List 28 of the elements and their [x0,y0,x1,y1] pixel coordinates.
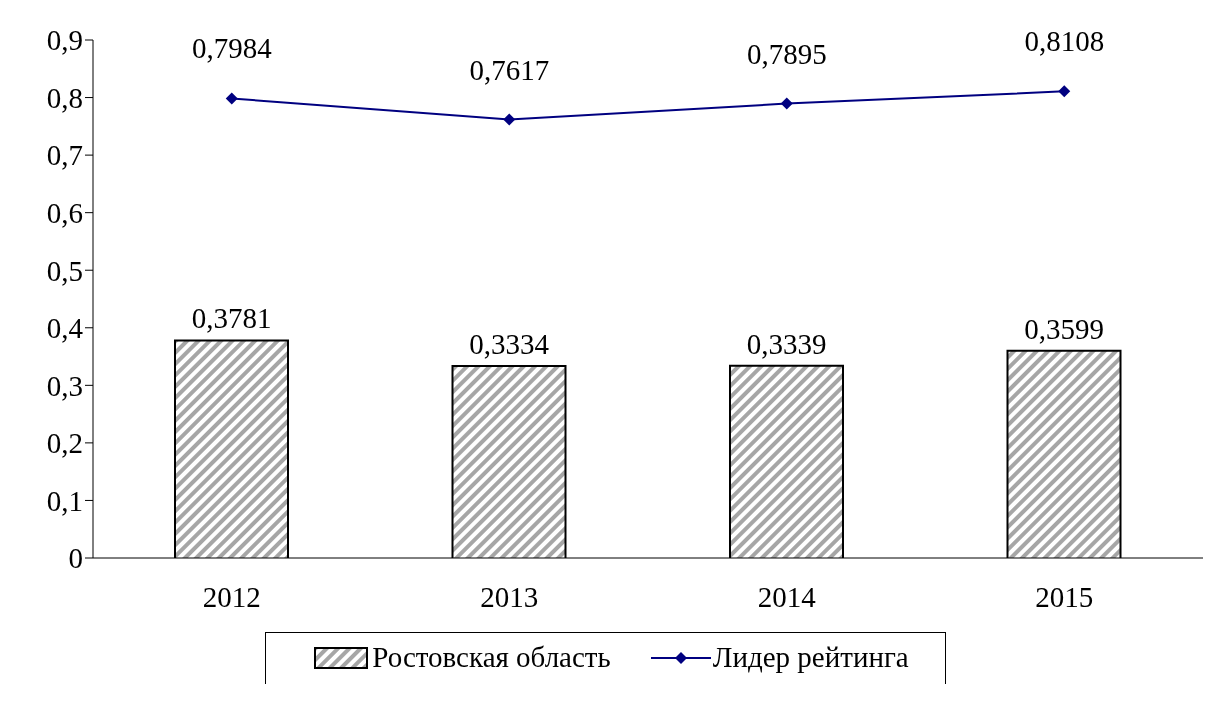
y-tick-label: 0,9 [46,24,83,57]
y-tick-label: 0 [68,542,83,575]
y-tick-label: 0,3 [46,369,83,402]
y-tick-label: 0,5 [46,254,83,287]
data-label: 0,7617 [469,53,550,86]
point [503,113,516,126]
y-tick-label: 0,8 [46,81,83,114]
x-tick-label: 2014 [757,580,817,613]
y-tick-label: 0,4 [46,312,84,345]
point [1058,85,1071,98]
point [780,97,793,110]
point [225,92,238,105]
data-label: 0,3599 [1024,312,1104,345]
x-tick-label: 2013 [480,580,539,613]
legend-label: Лидер рейтинга [712,641,909,674]
data-label: 0,3781 [191,302,272,335]
y-tick-label: 0,6 [46,196,83,229]
y-tick-label: 0,2 [46,427,83,460]
x-tick-label: 2012 [202,580,261,613]
y-tick-label: 0,1 [46,484,83,517]
y-tick-label: 0,7 [46,139,83,172]
data-label: 0,7895 [746,37,827,70]
data-label: 0,7984 [191,32,273,65]
data-label: 0,3339 [746,327,827,360]
data-label: 0,3334 [469,328,550,361]
data-label: 0,8108 [1024,25,1105,58]
legend-label: Ростовская область [372,641,611,674]
x-tick-label: 2015 [1035,580,1094,613]
